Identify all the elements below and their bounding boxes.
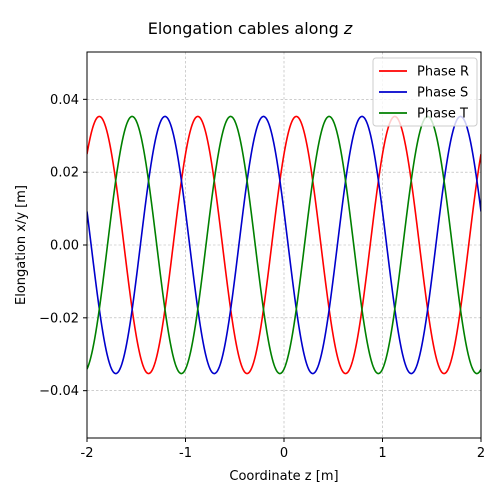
x-axis-label: Coordinate z [m] — [229, 469, 338, 484]
x-tick-label: 2 — [477, 446, 485, 461]
y-tick-label: 0.04 — [50, 93, 79, 108]
legend-label: Phase T — [417, 107, 468, 122]
y-tick-label: 0.00 — [50, 239, 79, 254]
axis-ticks: -2 -1 0 1 2 −0.04 −0.02 0.00 0.02 0.04 — [39, 93, 485, 461]
chart-title-text: Elongation cables along — [148, 19, 339, 38]
y-axis-label: Elongation x/y [m] — [14, 185, 29, 305]
chart-title: Elongation cables along z — [148, 19, 353, 38]
x-tick-label: -2 — [81, 446, 94, 461]
legend: Phase R Phase S Phase T — [372, 57, 478, 127]
y-tick-label: 0.02 — [50, 166, 79, 181]
plot-area — [87, 115, 481, 375]
y-tick-label: −0.04 — [39, 384, 79, 399]
series-line-phase-t — [87, 115, 481, 375]
legend-label: Phase S — [417, 86, 468, 101]
legend-box — [372, 57, 478, 127]
y-tick-label: −0.02 — [39, 311, 79, 326]
x-tick-label: 0 — [280, 446, 288, 461]
chart-title-variable: z — [343, 19, 353, 38]
series-line-phase-s — [87, 115, 481, 375]
x-tick-label: 1 — [378, 446, 386, 461]
x-tick-label: -1 — [179, 446, 192, 461]
series-line-phase-r — [87, 115, 481, 375]
legend-label: Phase R — [417, 65, 469, 80]
